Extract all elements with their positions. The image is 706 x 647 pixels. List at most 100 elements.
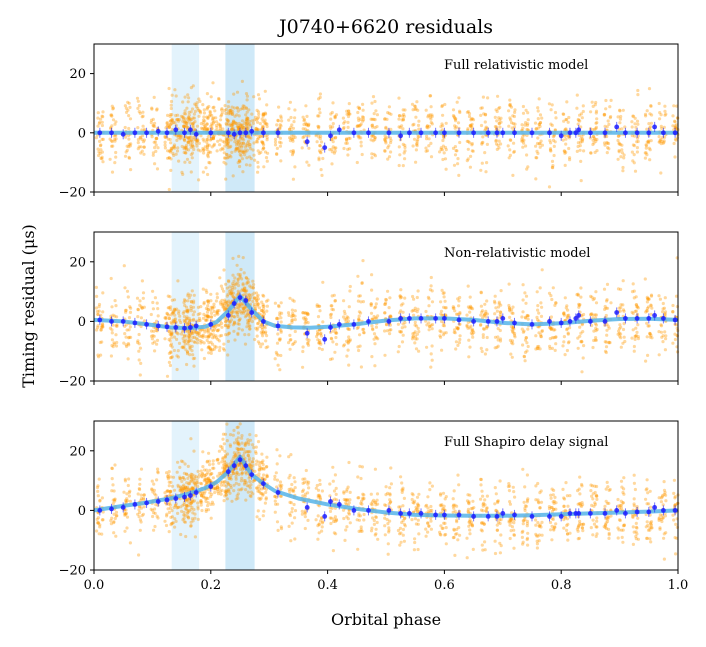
residual-point: [401, 108, 405, 112]
residual-point: [549, 108, 553, 112]
residual-point: [165, 121, 169, 125]
residual-point: [361, 115, 365, 120]
residual-point: [202, 108, 206, 112]
residual-point: [508, 138, 512, 142]
residual-point: [238, 143, 242, 147]
residual-point: [256, 340, 260, 344]
residual-point: [549, 141, 553, 145]
residual-point: [182, 314, 186, 319]
residual-point: [170, 321, 174, 326]
residual-point: [243, 441, 247, 445]
residual-point: [256, 302, 260, 307]
residual-point: [535, 149, 539, 153]
residual-point: [645, 140, 649, 144]
residual-point: [140, 306, 144, 310]
residual-point: [317, 125, 321, 129]
residual-point: [370, 526, 374, 530]
residual-point: [521, 298, 525, 302]
residual-point: [657, 135, 661, 139]
residual-point: [234, 148, 238, 152]
residual-point: [178, 477, 182, 481]
residual-point: [566, 341, 571, 345]
residual-point: [114, 137, 118, 141]
residual-point: [582, 344, 586, 348]
residual-point: [486, 325, 490, 329]
residual-point: [414, 107, 418, 111]
residual-point: [465, 313, 469, 317]
residual-point: [648, 332, 652, 336]
residual-point: [648, 125, 653, 129]
residual-point: [633, 169, 638, 173]
residual-point: [581, 104, 585, 108]
residual-point: [265, 455, 269, 459]
residual-point: [483, 112, 488, 116]
residual-point: [415, 337, 419, 341]
residual-point: [235, 306, 239, 310]
residual-point: [258, 517, 262, 522]
residual-point: [218, 127, 223, 131]
residual-point: [616, 115, 620, 119]
residual-point: [347, 102, 351, 106]
residual-point: [441, 144, 445, 148]
residual-point: [256, 149, 260, 153]
residual-point: [275, 146, 279, 150]
residual-point: [301, 365, 305, 369]
residual-point: [291, 149, 295, 153]
averaged-point: [398, 316, 403, 321]
residual-point: [150, 337, 154, 341]
residual-point: [168, 113, 173, 117]
residual-point: [318, 95, 322, 99]
residual-point: [192, 147, 196, 152]
residual-point: [189, 307, 193, 311]
residual-point: [292, 502, 296, 507]
residual-point: [440, 148, 444, 152]
residual-point: [202, 356, 206, 361]
residual-point: [237, 442, 241, 446]
residual-point: [275, 462, 279, 466]
residual-point: [153, 507, 157, 511]
residual-point: [253, 302, 257, 306]
residual-point: [302, 122, 306, 127]
residual-point: [279, 114, 283, 118]
residual-point: [150, 106, 154, 110]
residual-point: [469, 154, 473, 158]
residual-point: [123, 479, 127, 483]
residual-point: [263, 501, 267, 505]
residual-point: [241, 107, 246, 111]
residual-point: [154, 149, 158, 153]
residual-point: [265, 103, 269, 107]
residual-point: [192, 121, 196, 125]
residual-point: [576, 346, 580, 350]
residual-point: [362, 493, 366, 497]
residual-point: [206, 315, 210, 319]
residual-point: [361, 108, 365, 112]
residual-point: [509, 105, 514, 109]
residual-point: [100, 340, 104, 344]
residual-point: [416, 138, 420, 142]
residual-point: [257, 97, 262, 101]
residual-point: [256, 93, 261, 97]
residual-point: [245, 135, 249, 139]
residual-point: [128, 499, 132, 503]
residual-point: [457, 304, 461, 308]
residual-point: [206, 304, 210, 308]
residual-point: [289, 539, 293, 543]
averaged-point: [588, 130, 593, 136]
residual-point: [497, 139, 501, 143]
residual-point: [581, 330, 585, 334]
residual-point: [172, 145, 176, 149]
residual-point: [523, 315, 528, 319]
residual-point: [581, 356, 585, 360]
residual-point: [441, 157, 445, 162]
residual-point: [302, 117, 307, 122]
panel-frame: [93, 43, 679, 193]
residual-point: [279, 320, 283, 324]
residual-point: [661, 301, 665, 306]
residual-point: [253, 115, 258, 119]
residual-point: [152, 528, 156, 532]
residual-point: [330, 110, 334, 115]
residual-point: [594, 121, 598, 125]
residual-point: [236, 280, 240, 285]
residual-point: [172, 348, 176, 353]
residual-point: [301, 345, 305, 349]
